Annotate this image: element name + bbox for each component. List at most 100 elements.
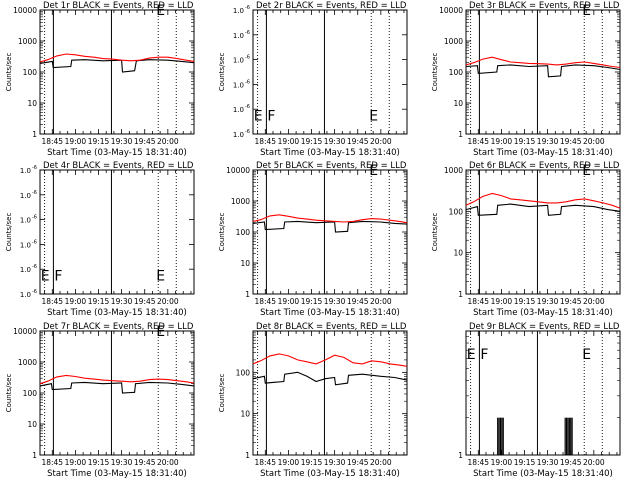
x-tick-label: 18:45 [254, 458, 276, 467]
svg-text:1.0: 1.0 [233, 106, 244, 114]
lld-series-line [465, 56, 621, 69]
y-tick-label: 1.0 -6 [233, 79, 250, 89]
plot-frame [252, 9, 408, 135]
x-tick-label: 19:00 [491, 137, 513, 146]
svg-text:-6: -6 [32, 264, 37, 270]
lld-series-line [39, 53, 195, 63]
x-axis-label: Start Time (03-May-15 18:31:40) [473, 148, 613, 158]
marker-letter: E [156, 324, 165, 340]
x-tick-label: 19:15 [301, 137, 323, 146]
x-tick-label: 19:45 [134, 297, 156, 306]
plot-frame [39, 330, 195, 456]
y-tick-label: 1.0 -6 [233, 104, 250, 114]
x-tick-label: 19:30 [111, 297, 133, 306]
x-tick-label: 19:15 [301, 297, 323, 306]
y-axis-label: Counts/sec [5, 53, 13, 92]
plot-frame [465, 169, 621, 295]
events-series-line [252, 220, 408, 233]
y-tick-label: 10 [27, 420, 37, 429]
x-tick-label: 19:30 [324, 458, 346, 467]
detector-panel-7: Det 7r BLACK = Events, RED = LLD Start Ti… [5, 322, 195, 479]
x-tick-label: 19:00 [65, 137, 87, 146]
lld-series-line [465, 192, 621, 209]
y-axis-label: Counts/sec [5, 374, 13, 413]
panel-title: Det 8r BLACK = Events, RED = LLD [256, 322, 407, 332]
marker-letter: E [582, 347, 591, 363]
x-axis-label: Start Time (03-May-15 18:31:40) [473, 469, 613, 479]
y-tick-label: 1.0 -6 [20, 264, 37, 274]
detector-panel-4: Det 4r BLACK = Events, RED = LLD Start Ti… [5, 161, 195, 318]
y-tick-label: 1.0 -6 [20, 239, 37, 249]
x-tick-label: 20:00 [157, 458, 179, 467]
y-tick-label: 100 [23, 68, 38, 77]
events-series-line [252, 371, 408, 386]
lld-series-line [252, 353, 408, 367]
panel-title: Det 5r BLACK = Events, RED = LLD [256, 161, 407, 171]
svg-text:-6: -6 [245, 104, 250, 110]
x-tick-label: 19:15 [301, 458, 323, 467]
x-tick-label: 19:15 [88, 458, 110, 467]
x-tick-label: 19:45 [560, 297, 582, 306]
detector-panel-8: Det 8r BLACK = Events, RED = LLD Start Ti… [218, 322, 408, 479]
y-tick-label: 10 [453, 249, 463, 258]
detector-panel-1: Det 1r BLACK = Events, RED = LLD Start Ti… [5, 1, 195, 158]
svg-text:-6: -6 [32, 289, 37, 295]
marker-letter: E [582, 163, 591, 179]
lld-series-line [252, 214, 408, 224]
panel-title: Det 9r BLACK = Events, RED = LLD [469, 322, 620, 332]
y-tick-label: 10 [240, 410, 250, 419]
svg-text:-6: -6 [32, 215, 37, 221]
svg-text:-6: -6 [32, 239, 37, 245]
x-tick-label: 20:00 [583, 137, 605, 146]
y-axis-label: Counts/sec [5, 213, 13, 252]
panel-title: Det 2r BLACK = Events, RED = LLD [256, 1, 407, 11]
x-tick-label: 19:45 [347, 458, 369, 467]
svg-text:1.0: 1.0 [233, 32, 244, 40]
svg-text:1.0: 1.0 [20, 241, 31, 249]
y-tick-label: 1 [32, 130, 37, 139]
x-tick-label: 19:30 [537, 458, 559, 467]
x-axis-label: Start Time (03-May-15 18:31:40) [473, 308, 613, 318]
y-tick-label: 1000 [444, 166, 463, 175]
x-tick-label: 20:00 [370, 297, 392, 306]
y-tick-label: 1 [458, 130, 463, 139]
y-axis-label: Counts/sec [431, 213, 439, 252]
svg-text:1.0: 1.0 [233, 7, 244, 15]
detector-panel-5: Det 5r BLACK = Events, RED = LLD Start Ti… [218, 161, 408, 318]
y-tick-label: 1 [458, 451, 463, 460]
svg-text:-6: -6 [32, 165, 37, 171]
x-tick-label: 19:30 [111, 458, 133, 467]
marker-letter: F [480, 347, 488, 363]
x-tick-label: 19:00 [65, 458, 87, 467]
y-tick-label: 1000 [18, 358, 37, 367]
x-axis-label: Start Time (03-May-15 18:31:40) [47, 469, 187, 479]
x-tick-label: 20:00 [157, 137, 179, 146]
y-tick-label: 100 [236, 228, 251, 237]
y-tick-label: 10 [240, 259, 250, 268]
detector-panel-2: Det 2r BLACK = Events, RED = LLD Start Ti… [218, 1, 408, 158]
detector-panel-9: Det 9r BLACK = Events, RED = LLD Start Ti… [458, 322, 621, 479]
svg-text:-6: -6 [245, 30, 250, 36]
y-tick-label: 10000 [226, 166, 250, 175]
y-axis-label: Counts/sec [218, 53, 226, 92]
y-tick-label: 10 [27, 99, 37, 108]
y-tick-label: 1.0 -6 [233, 55, 250, 65]
panel-title: Det 7r BLACK = Events, RED = LLD [43, 322, 194, 332]
plot-frame [39, 9, 195, 135]
x-tick-label: 19:15 [514, 137, 536, 146]
y-tick-label: 1000 [231, 197, 250, 206]
panel-title: Det 1r BLACK = Events, RED = LLD [43, 1, 194, 11]
marker-letter: E [582, 3, 591, 19]
x-tick-label: 19:00 [278, 458, 300, 467]
y-axis-label: Counts/sec [218, 213, 226, 252]
svg-text:1.0: 1.0 [233, 81, 244, 89]
x-tick-label: 19:45 [560, 137, 582, 146]
x-tick-label: 18:45 [467, 297, 489, 306]
events-series-line [465, 203, 621, 216]
marker-letter: E [369, 163, 378, 179]
y-tick-label: 100 [236, 368, 251, 377]
x-tick-label: 20:00 [370, 137, 392, 146]
x-tick-label: 19:30 [324, 137, 346, 146]
y-tick-label: 1 [245, 290, 250, 299]
